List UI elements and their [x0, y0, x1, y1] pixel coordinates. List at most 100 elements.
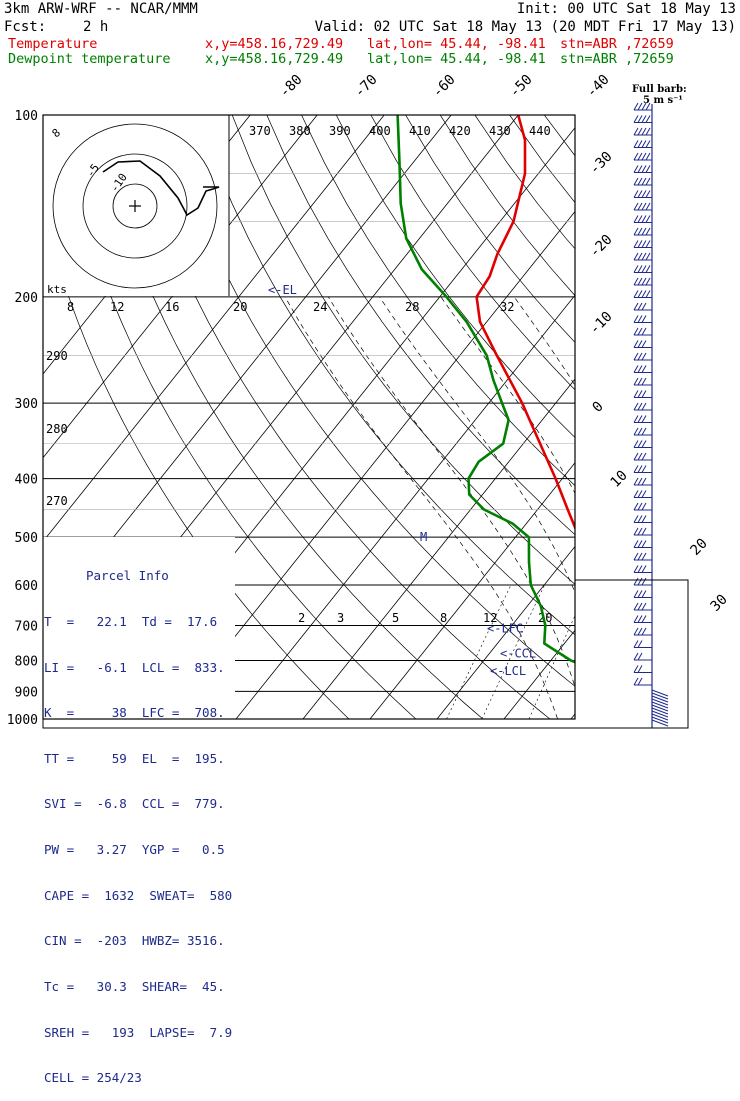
wind-barb: [638, 591, 642, 598]
wind-barb: [634, 666, 638, 673]
wind-barb: [642, 566, 646, 573]
wind-barb: [634, 553, 638, 560]
parcel-info-title: Parcel Info: [86, 568, 234, 583]
theta-label: 390: [329, 124, 351, 138]
level-marker-label: <-LFC: [487, 621, 523, 635]
isotherm-label: -30: [587, 149, 616, 178]
hodograph-kts-label: kts: [47, 283, 67, 296]
wind-barb: [638, 503, 642, 510]
wind-barb: [634, 278, 638, 285]
wind-barb: [646, 241, 650, 248]
wind-barb: [642, 528, 646, 535]
wind-barb: [642, 191, 646, 198]
moist-adiabat-line: [380, 297, 612, 719]
wind-barb: [646, 253, 650, 260]
parcel-row: T = 22.1 Td = 17.6: [44, 614, 234, 629]
wind-barb: [642, 116, 646, 123]
mixing-ratio-label: 3: [337, 611, 344, 625]
wind-barb: [634, 628, 638, 635]
wind-barb: [638, 403, 642, 410]
parcel-row: CAPE = 1632 SWEAT= 580: [44, 888, 234, 903]
wind-barb: [642, 303, 646, 310]
wind-barb: [646, 141, 650, 148]
wind-barb: [634, 266, 638, 273]
wind-barb: [642, 203, 646, 210]
wind-barb: [638, 416, 642, 423]
theta-label: 400: [369, 124, 391, 138]
wind-barb: [638, 391, 642, 398]
dry-adiabat-line: [683, 115, 740, 719]
wind-barb: [646, 203, 650, 210]
wind-barb: [638, 666, 642, 673]
wind-barb: [634, 116, 638, 123]
wind-barb: [638, 428, 642, 435]
wind-barb: [638, 278, 642, 285]
wind-barb: [646, 128, 650, 135]
wind-barb: [634, 578, 638, 585]
wind-speed-label: 32: [500, 300, 514, 314]
isotherm-line: [370, 115, 740, 719]
wind-barb: [638, 328, 642, 335]
wind-barb: [646, 216, 650, 223]
wind-barb: [646, 178, 650, 185]
wind-barb: [634, 566, 638, 573]
wind-speed-label: 24: [313, 300, 327, 314]
wind-barb: [638, 378, 642, 385]
pressure-tick-label: 100: [15, 109, 38, 124]
wind-barb: [638, 353, 642, 360]
wind-barb: [642, 416, 646, 423]
wind-barb: [652, 696, 668, 702]
pressure-tick-label: 300: [15, 397, 38, 412]
wind-barb: [638, 628, 642, 635]
wind-barb: [652, 690, 668, 696]
dry-adiabat-line: [198, 115, 684, 719]
mixing-ratio-label: 5: [392, 611, 399, 625]
wind-barb: [642, 241, 646, 248]
wind-barb: [634, 391, 638, 398]
isotherm-line: [169, 115, 652, 719]
wind-barb: [642, 153, 646, 160]
wind-barb: [642, 603, 646, 610]
wind-barb: [642, 366, 646, 373]
wind-barb: [638, 166, 642, 173]
wind-barb: [652, 705, 668, 711]
wind-barb: [642, 328, 646, 335]
wind-barb: [634, 478, 638, 485]
isotherm-line: [638, 115, 740, 719]
parcel-row: TT = 59 EL = 195.: [44, 751, 234, 766]
wind-barb: [642, 341, 646, 348]
wind-barb: [638, 616, 642, 623]
wind-speed-label: 16: [165, 300, 179, 314]
wind-barb: [638, 678, 642, 685]
pressure-tick-label: 900: [15, 685, 38, 700]
wind-barb: [638, 116, 642, 123]
isotherm-label: -50: [507, 72, 536, 101]
dry-adiabat-line: [336, 115, 740, 719]
pressure-tick-label: 500: [15, 531, 38, 546]
theta-e-label: 280: [46, 422, 68, 436]
wind-barb: [634, 241, 638, 248]
wind-barb: [638, 341, 642, 348]
isotherm-label: -20: [587, 232, 616, 261]
wind-barb: [638, 566, 642, 573]
wind-barb: [634, 516, 638, 523]
wind-barb: [646, 291, 650, 298]
wind-barb: [634, 466, 638, 473]
wind-barb: [634, 453, 638, 460]
wind-barb: [634, 503, 638, 510]
wind-barb: [642, 128, 646, 135]
wind-barb: [634, 316, 638, 323]
wind-barb: [638, 153, 642, 160]
wind-barb: [638, 491, 642, 498]
wind-barb: [634, 353, 638, 360]
wind-speed-label: 20: [233, 300, 247, 314]
wind-barb: [642, 378, 646, 385]
wind-barb: [646, 278, 650, 285]
wind-speed-label: 28: [405, 300, 419, 314]
isotherm-label: -60: [430, 72, 459, 101]
theta-label: 410: [409, 124, 431, 138]
wind-barb: [642, 516, 646, 523]
wind-barb: [638, 228, 642, 235]
dry-adiabat-line: [718, 115, 740, 719]
wind-barb: [634, 491, 638, 498]
